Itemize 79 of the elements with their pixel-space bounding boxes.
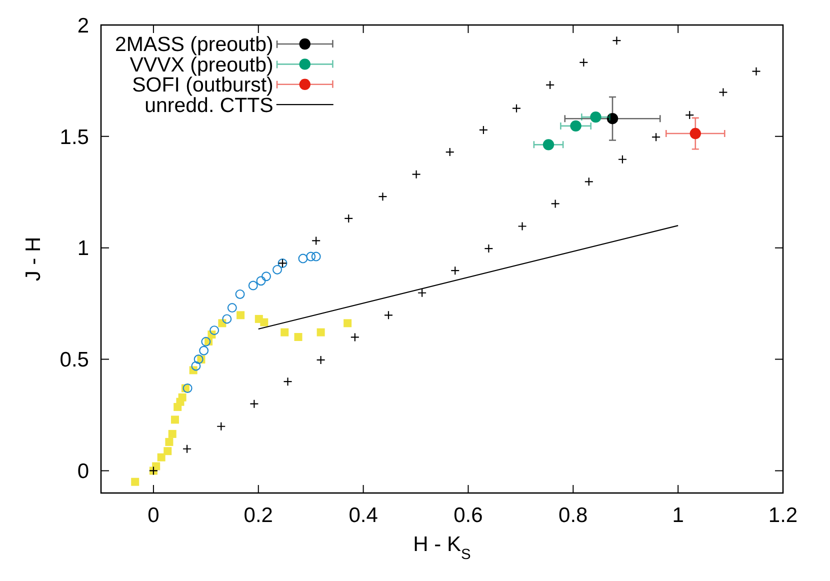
point [651,132,661,142]
point [227,303,237,313]
point [752,66,761,76]
point [248,280,258,290]
point [590,111,602,123]
point [612,36,622,46]
point [157,453,166,462]
y-tick-label: 1.5 [60,126,89,149]
point [131,478,140,486]
point [546,80,555,90]
x-tick-label: 0.2 [244,504,273,527]
point [182,384,192,394]
x-tick-label: 0.4 [348,504,378,527]
y-axis-title: J - H [22,236,45,282]
point [256,276,266,286]
point [579,58,588,67]
point [378,192,388,202]
point [618,154,628,164]
point [152,462,160,470]
point [294,333,302,341]
point [262,272,272,282]
point [168,430,176,438]
x-tick-label: 0.8 [558,504,588,527]
legend-label: 2MASS (preoutb) [115,33,274,56]
point [690,128,701,140]
point [542,139,554,150]
point [182,444,192,454]
point [210,326,220,336]
point [384,310,394,320]
x-axis-title: H - K$_{S}$ [413,533,472,563]
point [311,252,321,262]
point [418,288,427,298]
y-tick-label: 2 [77,14,89,38]
point [450,266,460,276]
point [164,447,172,456]
point [512,104,522,113]
point [478,125,488,135]
x-tick-label: 0 [148,504,160,527]
point [222,314,232,324]
point [312,236,321,246]
point [194,354,204,364]
point [350,332,360,342]
point [218,319,226,328]
point [316,328,325,336]
x-tick-label: 1 [672,504,684,527]
point [306,252,316,262]
point [250,399,259,408]
point [718,88,728,97]
point [191,361,201,371]
point [412,170,421,179]
y-tick-label: 1 [77,237,89,260]
point [283,377,292,386]
point [298,254,308,264]
point [235,289,245,299]
point [584,177,594,186]
y-tick-label: 0 [77,460,89,484]
point [165,438,174,446]
point [518,222,527,231]
point [201,336,211,346]
point [344,319,352,328]
point [570,120,582,132]
point [272,264,282,274]
y-tick-label: 0.5 [60,348,89,372]
point [216,422,226,431]
point [236,311,245,320]
point [445,147,454,157]
x-tick-label: 0.6 [454,504,483,527]
point [344,214,354,223]
point [484,244,494,254]
point [280,328,289,336]
point [199,346,209,356]
x-tick-label: 1.2 [768,504,798,527]
point [178,393,186,402]
point [316,355,326,365]
point [606,113,618,124]
point [170,416,179,424]
point [260,318,268,326]
point [685,110,694,120]
point [550,199,560,208]
